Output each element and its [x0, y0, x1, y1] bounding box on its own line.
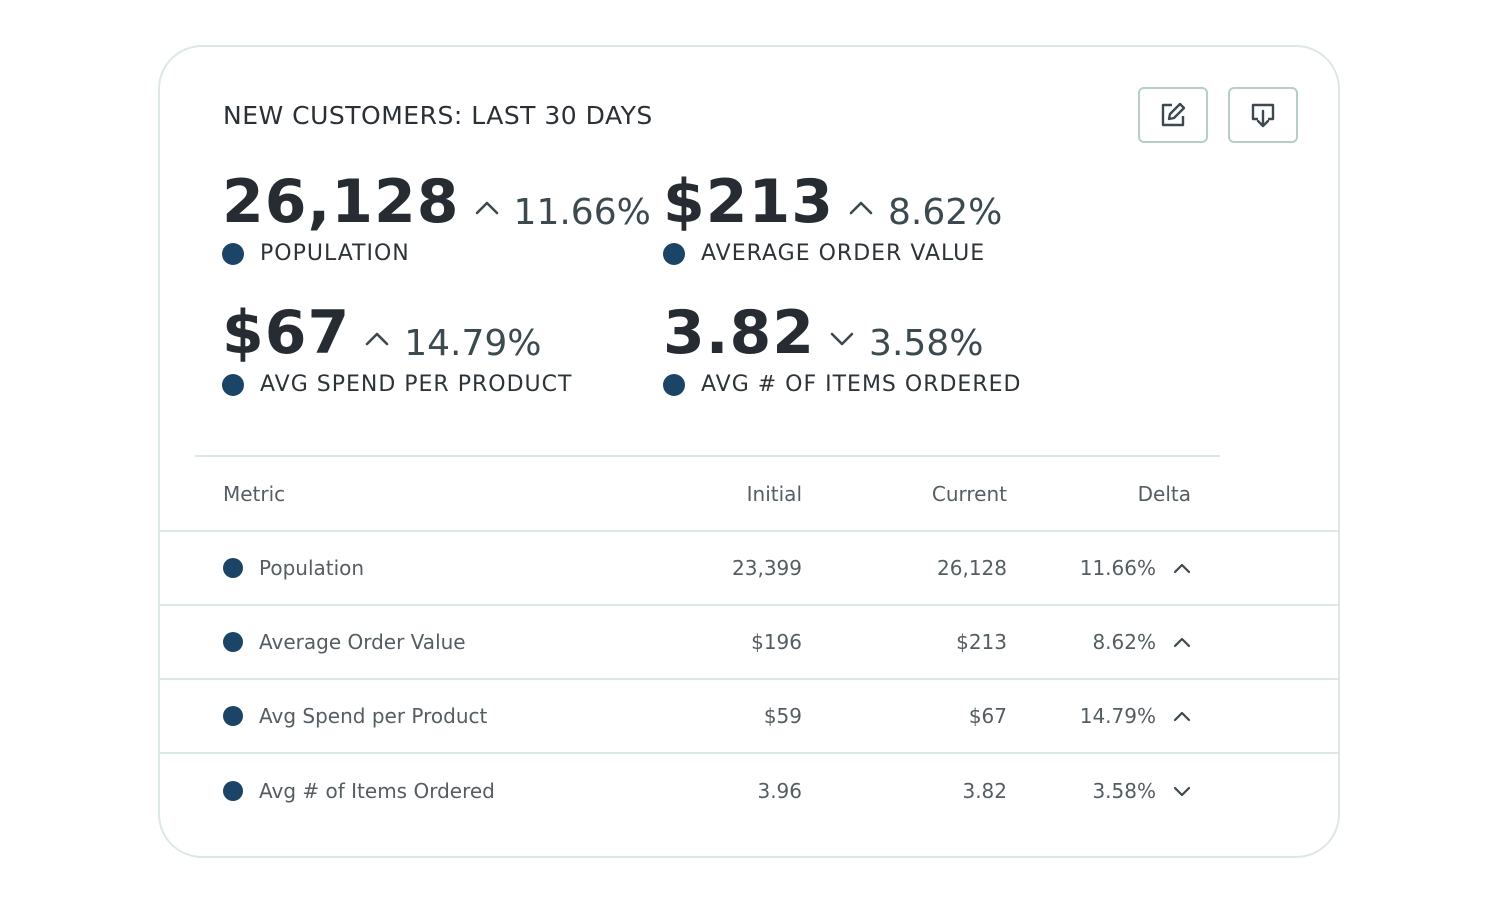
metric-name: Average Order Value [259, 630, 466, 654]
delta-cell: 8.62% [1092, 630, 1156, 654]
kpi-value: 3.82 [663, 298, 816, 368]
kpi-avg-spend-per-product: $67 14.79% AVG SPEND PER PRODUCT [222, 300, 572, 397]
section-divider [195, 455, 1220, 457]
series-dot [222, 242, 244, 265]
initial-cell: 3.96 [757, 779, 802, 803]
kpi-average-order-value: $213 8.62% AVERAGE ORDER VALUE [663, 169, 1002, 266]
chevron-down-icon [830, 332, 854, 346]
edit-button[interactable] [1138, 87, 1208, 143]
series-dot [223, 706, 243, 726]
metric-cell: Average Order Value [223, 606, 466, 678]
metrics-card: NEW CUSTOMERS: LAST 30 DAYS 26,128 11.66… [158, 45, 1340, 858]
series-dot [223, 781, 243, 801]
kpi-avg-items-ordered: 3.82 3.58% AVG # OF ITEMS ORDERED [663, 300, 1021, 397]
kpi-change-value: 11.66% [513, 191, 651, 233]
chevron-up-icon [1173, 563, 1191, 574]
kpi-change: 14.79% [364, 322, 542, 364]
chevron-up-icon [849, 201, 873, 215]
kpi-change: 8.62% [848, 192, 1002, 233]
download-button[interactable] [1228, 87, 1298, 143]
column-header-delta: Delta [1137, 481, 1191, 506]
chevron-up-icon [475, 201, 498, 215]
column-header-current: Current [931, 481, 1007, 506]
table-row: Average Order Value $196 $213 8.62% [160, 606, 1338, 680]
metric-name: Avg Spend per Product [259, 704, 488, 728]
download-icon [1251, 103, 1275, 128]
kpi-change-value: 3.58% [869, 322, 984, 364]
current-cell: 26,128 [937, 556, 1007, 580]
current-cell: 3.82 [962, 779, 1007, 803]
delta-direction [1171, 606, 1193, 678]
metric-name: Population [259, 556, 365, 580]
delta-direction [1171, 754, 1193, 828]
initial-cell: 23,399 [732, 556, 802, 580]
kpi-label: AVG SPEND PER PRODUCT [260, 372, 573, 397]
initial-cell: $59 [763, 704, 802, 728]
table-row: Avg Spend per Product $59 $67 14.79% [160, 680, 1338, 754]
series-dot [223, 558, 243, 578]
card-title: NEW CUSTOMERS: LAST 30 DAYS [223, 101, 653, 130]
kpi-value: $67 [222, 298, 351, 368]
delta-direction [1171, 532, 1193, 604]
series-dot [663, 242, 685, 265]
column-header-metric: Metric [223, 481, 286, 506]
edit-icon [1161, 102, 1186, 127]
kpi-value: 26,128 [222, 167, 460, 237]
metric-name: Avg # of Items Ordered [259, 779, 495, 803]
kpi-population: 26,128 11.66% POPULATION [222, 169, 651, 266]
initial-cell: $196 [751, 630, 802, 654]
delta-cell: 3.58% [1092, 779, 1156, 803]
series-dot [223, 632, 243, 652]
chevron-up-icon [1173, 637, 1191, 648]
metric-cell: Population [223, 532, 364, 604]
column-header-initial: Initial [746, 481, 802, 506]
chevron-down-icon [1173, 786, 1191, 797]
current-cell: $67 [968, 704, 1007, 728]
kpi-label: POPULATION [260, 241, 410, 266]
table-row: Avg # of Items Ordered 3.96 3.82 3.58% [160, 754, 1338, 828]
chevron-up-icon [365, 332, 389, 346]
current-cell: $213 [956, 630, 1007, 654]
kpi-change-value: 8.62% [888, 191, 1003, 233]
metric-cell: Avg Spend per Product [223, 680, 487, 752]
chevron-up-icon [1173, 711, 1191, 722]
delta-direction [1171, 680, 1193, 752]
table-header-row: Metric Initial Current Delta [160, 457, 1338, 532]
series-dot [663, 373, 685, 396]
kpi-change: 3.58% [829, 323, 983, 364]
series-dot [222, 373, 244, 396]
table-row: Population 23,399 26,128 11.66% [160, 532, 1338, 606]
kpi-value: $213 [663, 167, 834, 237]
kpi-label: AVERAGE ORDER VALUE [701, 241, 986, 266]
metric-cell: Avg # of Items Ordered [223, 754, 495, 828]
metrics-table: Metric Initial Current Delta Population … [160, 457, 1338, 828]
kpi-change: 11.66% [474, 192, 651, 233]
kpi-change-value: 14.79% [404, 322, 542, 364]
delta-cell: 14.79% [1079, 704, 1156, 728]
delta-cell: 11.66% [1079, 556, 1156, 580]
kpi-label: AVG # OF ITEMS ORDERED [701, 372, 1022, 397]
